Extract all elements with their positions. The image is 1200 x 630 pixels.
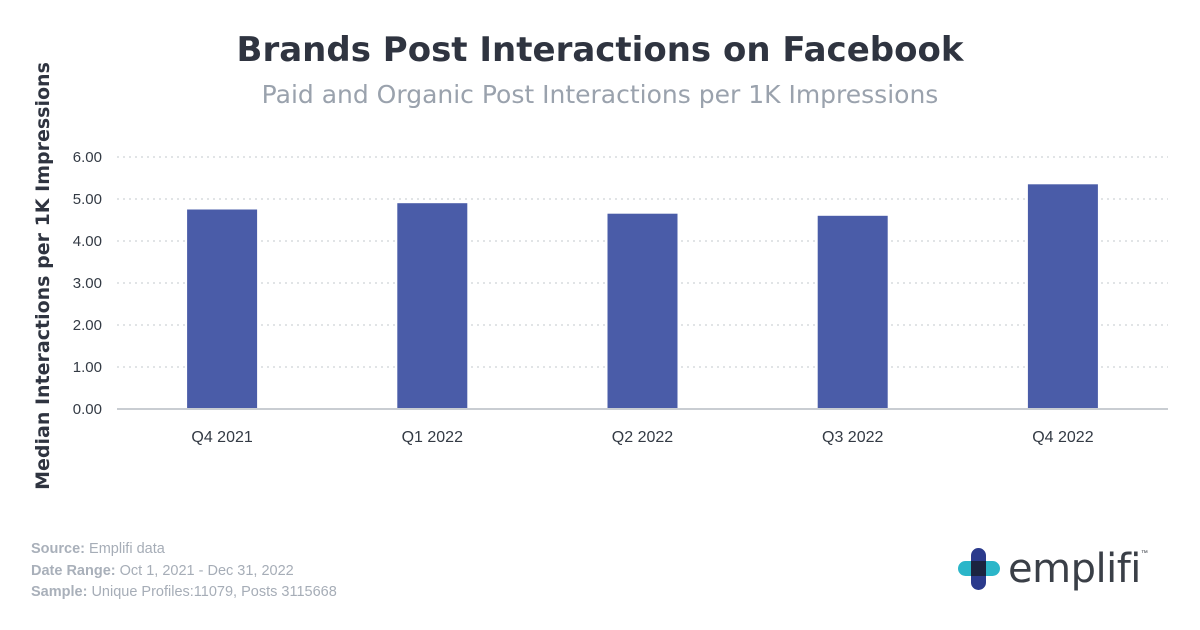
bar [397, 203, 468, 409]
x-tick-label: Q1 2022 [402, 429, 463, 446]
source-label: Source: [31, 541, 85, 557]
chart-title: Brands Post Interactions on Facebook [236, 30, 964, 70]
sample-label: Sample: [31, 584, 88, 600]
x-tick-label: Q3 2022 [822, 429, 883, 446]
y-tick-label: 5.00 [73, 191, 102, 208]
chart-footer: Source: Emplifi data Date Range: Oct 1, … [31, 539, 337, 604]
y-tick-label: 3.00 [73, 275, 102, 292]
x-tick-label: Q4 2021 [191, 429, 252, 446]
y-tick-label: 4.00 [73, 233, 102, 250]
source-line: Source: Emplifi data [31, 539, 337, 561]
x-tick-label: Q4 2022 [1032, 429, 1093, 446]
source-value: Emplifi data [89, 541, 165, 557]
trademark-symbol: ™ [1140, 550, 1148, 557]
emplifi-logo-text: emplifi [1008, 546, 1141, 592]
bar-chart: 0.00 1.00 2.00 3.00 4.00 5.00 6.00 Q4 2021 Q1 2… [73, 149, 1168, 446]
bar [817, 215, 888, 409]
emplifi-logo: emplifi ™ [958, 546, 1148, 592]
y-tick-label: 6.00 [73, 149, 102, 166]
y-tick-label: 2.00 [73, 317, 102, 334]
date-range-value: Oct 1, 2021 - Dec 31, 2022 [119, 562, 294, 579]
x-axis-ticks: Q4 2021 Q1 2022 Q2 2022 Q3 2022 Q4 2022 [191, 429, 1093, 446]
bars [187, 184, 1098, 409]
y-tick-label: 1.00 [73, 359, 102, 376]
date-range-label: Date Range: [31, 562, 116, 579]
y-axis-ticks: 0.00 1.00 2.00 3.00 4.00 5.00 6.00 [73, 149, 102, 418]
y-tick-label: 0.00 [73, 401, 102, 418]
sample-value: Unique Profiles:11079, Posts 3115668 [91, 584, 337, 600]
emplifi-logo-icon [958, 548, 1000, 590]
date-range-line: Date Range: Oct 1, 2021 - Dec 31, 2022 [31, 561, 337, 583]
gridlines [117, 156, 1168, 368]
sample-line: Sample: Unique Profiles:11079, Posts 311… [31, 582, 337, 604]
bar [607, 213, 678, 409]
bar [187, 209, 258, 409]
chart-subtitle: Paid and Organic Post Interactions per 1… [261, 80, 939, 109]
bar [1027, 184, 1098, 409]
x-tick-label: Q2 2022 [612, 429, 673, 446]
